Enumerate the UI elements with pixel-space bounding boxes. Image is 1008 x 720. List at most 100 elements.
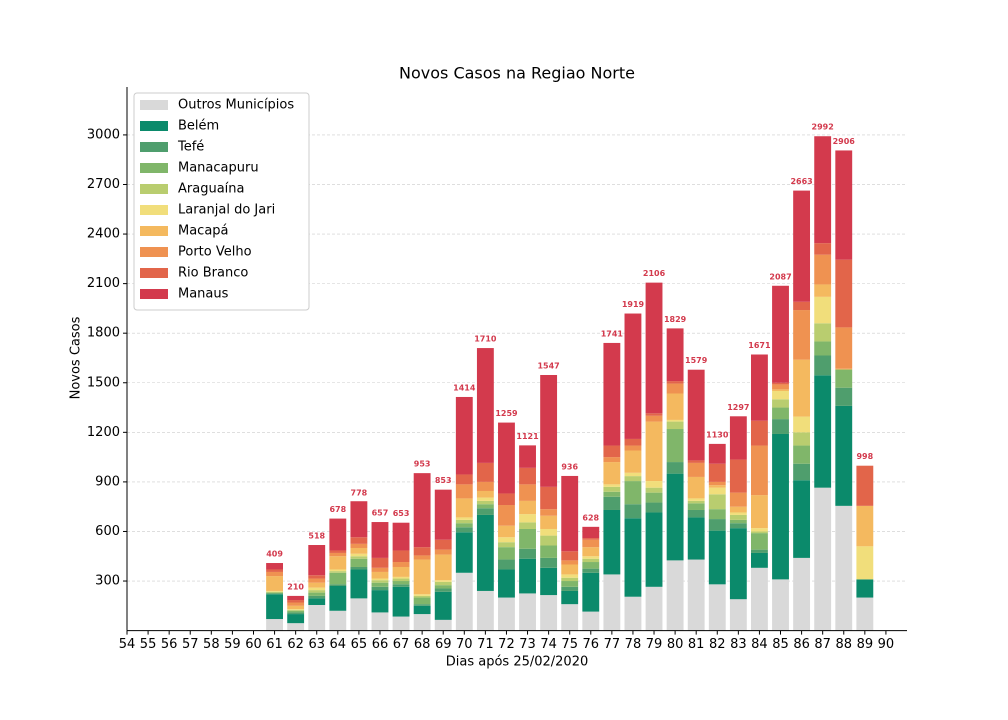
bar-segment	[772, 399, 789, 408]
bar-segment	[772, 382, 789, 385]
bar-segment	[814, 341, 832, 356]
bar-segment	[645, 413, 663, 416]
bar-segment	[455, 527, 473, 533]
bar-segment	[308, 604, 326, 631]
bar-segment	[392, 584, 410, 587]
x-tick-label: 54	[119, 637, 136, 652]
bar-segment	[266, 569, 283, 572]
x-tick-label: 83	[730, 637, 747, 652]
bar-segment	[266, 571, 283, 577]
bar-segment	[498, 525, 515, 538]
bar-segment	[476, 514, 494, 591]
bar-segment	[624, 313, 642, 439]
bar-segment	[308, 545, 326, 576]
bar-segment	[455, 484, 473, 499]
bar-segment	[729, 506, 747, 513]
bar-segment	[687, 559, 705, 631]
bar-segment	[835, 387, 853, 406]
bar-segment	[772, 407, 789, 420]
bar-segment	[476, 490, 494, 498]
bar-segment	[814, 323, 832, 342]
x-tick-label: 72	[498, 637, 515, 652]
bar-segment	[561, 586, 579, 591]
bar-segment	[835, 405, 853, 506]
bar-segment	[582, 556, 600, 559]
bar-segment	[772, 389, 789, 392]
bar-segment	[308, 578, 326, 583]
bar-segment	[519, 445, 536, 468]
x-tick-label: 71	[477, 637, 494, 652]
bar-segment	[645, 481, 663, 488]
bar-segment	[603, 445, 621, 458]
x-tick-label: 63	[308, 637, 325, 652]
bar-segment	[666, 393, 684, 420]
bar-segment	[645, 492, 663, 503]
bar-segment	[540, 515, 558, 529]
bar-segment	[793, 359, 811, 417]
bar-segment	[561, 604, 579, 631]
bar-segment	[434, 585, 452, 589]
bar-segment	[540, 509, 558, 516]
legend-box	[133, 92, 310, 311]
bar-segment	[287, 614, 305, 624]
bar-segment	[793, 416, 811, 433]
bar-segment	[772, 384, 789, 390]
bar-segment	[476, 504, 494, 509]
bar-segment	[434, 591, 452, 620]
bar-segment	[287, 600, 305, 603]
x-tick-label: 60	[245, 637, 262, 652]
bar-segment	[835, 327, 853, 369]
bar-segment	[687, 498, 705, 501]
bar-segment	[519, 558, 536, 594]
bar-segment	[729, 459, 747, 493]
bar-segment	[603, 496, 621, 510]
bar-segment	[835, 259, 853, 328]
bar-segment	[645, 512, 663, 587]
legend-swatch	[140, 184, 168, 194]
legend-label: Porto Velho	[178, 245, 252, 260]
bar-segment	[498, 493, 515, 506]
legend-label: Tefé	[177, 140, 204, 155]
bar-segment	[350, 553, 368, 557]
bar-segment	[666, 560, 684, 631]
bar-segment	[266, 563, 283, 570]
bar-segment	[350, 547, 368, 554]
bar-segment	[413, 555, 431, 560]
bar-segment	[371, 557, 389, 568]
bar-segment	[540, 528, 558, 536]
x-tick-label: 65	[351, 637, 368, 652]
bar-segment	[624, 518, 642, 597]
bar-segment	[329, 571, 347, 573]
bar-segment	[287, 623, 305, 631]
bar-segment	[455, 519, 473, 524]
x-tick-label: 66	[372, 637, 389, 652]
y-tick-label: 900	[95, 474, 120, 489]
y-tick-label: 300	[95, 574, 120, 589]
bar-segment	[266, 594, 283, 620]
y-tick-label: 1800	[87, 326, 120, 341]
bar-segment	[329, 552, 347, 557]
bar-segment	[498, 422, 515, 494]
x-tick-label: 69	[435, 637, 452, 652]
bar-segment	[561, 577, 579, 582]
total-label: 2992	[812, 123, 834, 132]
bar-segment	[751, 533, 768, 550]
total-label: 1829	[664, 315, 687, 324]
bar-segment	[729, 514, 747, 520]
bar-segment	[455, 523, 473, 528]
total-label: 1671	[748, 341, 771, 350]
bar-segment	[814, 375, 832, 488]
bar-segment	[582, 538, 600, 540]
total-label: 953	[414, 460, 431, 469]
legend-swatch	[140, 268, 168, 278]
bar-segment	[329, 569, 347, 572]
bar-segment	[603, 486, 621, 492]
bar-segment	[498, 542, 515, 548]
bar-segment	[392, 522, 410, 551]
bar-segment	[287, 609, 305, 610]
bar-segment	[729, 528, 747, 600]
total-label: 1710	[474, 335, 497, 344]
bar-segment	[561, 475, 579, 552]
bar-segment	[582, 547, 600, 557]
bar-segment	[287, 602, 305, 606]
